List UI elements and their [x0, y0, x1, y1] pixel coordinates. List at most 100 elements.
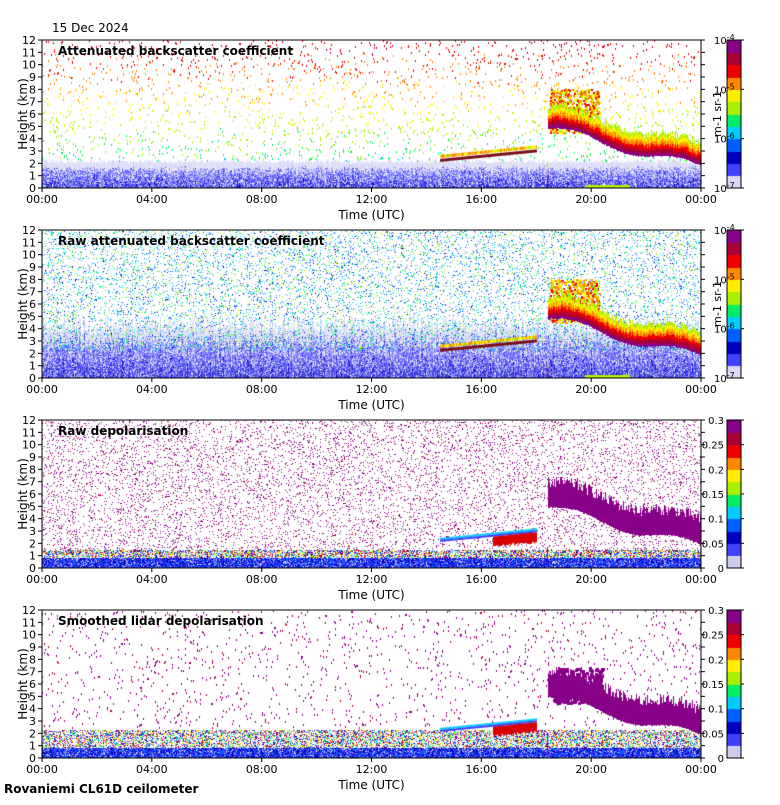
x-tick-label: 20:00: [575, 193, 607, 206]
colorbar-tick-label: 10-5: [714, 272, 735, 286]
colorbar-tick-label: 0.25: [702, 441, 724, 452]
x-tick-label: 16:00: [465, 193, 497, 206]
tick-base: 10: [714, 226, 727, 237]
panel-2: Raw attenuated backscatter coefficient01…: [16, 223, 744, 412]
x-tick-label: 00:00: [685, 383, 717, 396]
x-tick-label: 00:00: [26, 763, 58, 776]
colorbar-tick-label: 10-5: [714, 82, 735, 96]
heatmap-image: [42, 40, 701, 188]
panel-title: Smoothed lidar depolarisation: [58, 614, 264, 628]
y-tick-label: 0: [29, 562, 36, 575]
x-tick-label: 00:00: [685, 763, 717, 776]
colorbar-tick-label: 0.05: [702, 539, 724, 550]
y-tick-label: 2: [29, 727, 36, 740]
y-tick-label: 5: [29, 120, 36, 133]
y-tick-label: 7: [29, 286, 36, 299]
tick-base: 10: [714, 275, 727, 286]
x-tick-label: 16:00: [465, 573, 497, 586]
y-tick-label: 12: [22, 604, 36, 617]
y-tick-label: 6: [29, 678, 36, 691]
colorbar-tick-label: 10-7: [714, 181, 735, 195]
colorbar-tick-label: 0.05: [702, 729, 724, 740]
y-tick-label: 5: [29, 500, 36, 513]
y-tick-label: 10: [22, 439, 36, 452]
y-tick-label: 7: [29, 666, 36, 679]
site-label: Rovaniemi CL61D ceilometer: [4, 782, 199, 796]
x-tick-label: 04:00: [136, 383, 168, 396]
tick-exponent: -7: [727, 371, 735, 380]
date-label: 15 Dec 2024: [52, 21, 129, 35]
colorbar-image: [727, 230, 741, 378]
x-tick-label: 08:00: [246, 193, 278, 206]
y-tick-label: 10: [22, 249, 36, 262]
y-tick-label: 6: [29, 298, 36, 311]
y-tick-label: 9: [29, 641, 36, 654]
y-tick-label: 3: [29, 145, 36, 158]
panel-4: Smoothed lidar depolarisation01234567891…: [16, 604, 744, 792]
tick-base: 10: [714, 135, 727, 146]
colorbar-tick-label: 0.2: [708, 655, 724, 666]
tick-exponent: -7: [727, 181, 735, 190]
y-tick-label: 2: [29, 347, 36, 360]
y-tick-label: 4: [29, 133, 36, 146]
colorbar-tick-label: 0.1: [708, 705, 724, 716]
y-axis-label: Height (km): [16, 78, 30, 149]
colorbar-tick-label: 10-6: [714, 322, 735, 336]
y-tick-label: 11: [22, 616, 36, 629]
x-tick-label: 20:00: [575, 763, 607, 776]
y-tick-label: 6: [29, 108, 36, 121]
y-tick-label: 5: [29, 310, 36, 323]
x-tick-label: 16:00: [465, 763, 497, 776]
y-tick-label: 0: [29, 372, 36, 385]
x-tick-label: 04:00: [136, 573, 168, 586]
panel-1: Attenuated backscatter coefficient012345…: [16, 33, 744, 222]
tick-exponent: -4: [727, 33, 735, 42]
x-tick-label: 12:00: [356, 573, 388, 586]
y-tick-label: 2: [29, 157, 36, 170]
x-tick-label: 00:00: [26, 573, 58, 586]
colorbar-tick-label: 0: [718, 564, 724, 575]
x-tick-label: 00:00: [26, 193, 58, 206]
x-tick-label: 04:00: [136, 763, 168, 776]
tick-base: 10: [714, 374, 727, 385]
heatmap-image: [42, 420, 701, 568]
heatmap-image: [42, 230, 701, 378]
y-tick-label: 0: [29, 182, 36, 195]
y-tick-label: 4: [29, 323, 36, 336]
panel-title: Raw attenuated backscatter coefficient: [58, 234, 325, 248]
y-tick-label: 1: [29, 740, 36, 753]
y-tick-label: 3: [29, 525, 36, 538]
x-tick-label: 00:00: [26, 383, 58, 396]
x-tick-label: 08:00: [246, 573, 278, 586]
tick-exponent: -4: [727, 223, 735, 232]
y-tick-label: 12: [22, 34, 36, 47]
y-tick-label: 1: [29, 550, 36, 563]
y-tick-label: 8: [29, 83, 36, 96]
y-tick-label: 9: [29, 261, 36, 274]
y-tick-label: 7: [29, 96, 36, 109]
y-tick-label: 3: [29, 715, 36, 728]
x-axis-label: Time (UTC): [337, 588, 404, 602]
tick-base: 10: [714, 36, 727, 47]
colorbar-tick-label: 10-4: [714, 33, 735, 47]
y-tick-label: 8: [29, 273, 36, 286]
x-tick-label: 04:00: [136, 193, 168, 206]
colorbar-unit-label: m-1 sr-1: [711, 281, 724, 327]
y-tick-label: 4: [29, 703, 36, 716]
y-tick-label: 11: [22, 236, 36, 249]
x-tick-label: 12:00: [356, 383, 388, 396]
panel-title: Attenuated backscatter coefficient: [58, 44, 293, 58]
tick-base: 10: [714, 325, 727, 336]
y-tick-label: 0: [29, 752, 36, 765]
colorbar-tick-label: 10-7: [714, 371, 735, 385]
y-tick-label: 5: [29, 690, 36, 703]
y-tick-label: 8: [29, 653, 36, 666]
x-tick-label: 08:00: [246, 763, 278, 776]
y-tick-label: 1: [29, 170, 36, 183]
y-tick-label: 9: [29, 451, 36, 464]
y-tick-label: 1: [29, 360, 36, 373]
y-axis-label: Height (km): [16, 268, 30, 339]
